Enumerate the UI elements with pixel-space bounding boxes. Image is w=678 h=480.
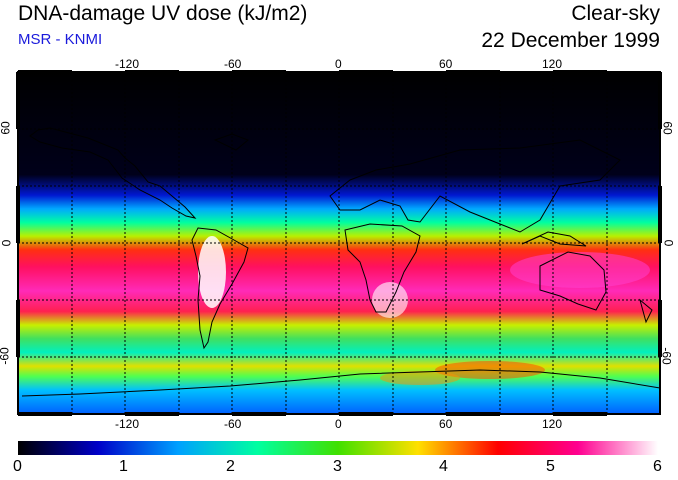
map-frame — [16, 70, 662, 416]
lat-tick-right: 60 — [660, 121, 675, 135]
colorbar-label: 1 — [119, 458, 128, 475]
colorbar-label: 2 — [226, 458, 235, 475]
lon-tick-bottom: 120 — [542, 417, 563, 431]
lon-tick-top: -120 — [115, 57, 140, 71]
coastlines — [21, 127, 660, 397]
lon-tick-top: 0 — [335, 57, 342, 71]
lon-tick-top: -60 — [224, 57, 242, 71]
lon-tick-bottom: 0 — [335, 417, 342, 431]
lon-tick-top: 120 — [542, 57, 563, 71]
colorbar-label: 4 — [439, 458, 448, 475]
lon-tick-bottom: -120 — [115, 417, 140, 431]
sky-condition-label: Clear-sky — [571, 2, 660, 25]
colorbar-label: 5 — [546, 458, 555, 475]
lon-tick-top: 60 — [439, 57, 453, 71]
colorbar-label: 3 — [333, 458, 342, 475]
colorbar-label: 0 — [13, 458, 22, 475]
date-label: 22 December 1999 — [481, 29, 660, 52]
graticule — [18, 72, 660, 414]
source-label: MSR - KNMI — [18, 31, 103, 48]
lon-tick-bottom: 60 — [439, 417, 453, 431]
lon-tick-bottom: -60 — [224, 417, 242, 431]
lat-tick-left: -60 — [0, 347, 12, 365]
lat-tick-left: 0 — [0, 239, 14, 247]
map-title: DNA-damage UV dose (kJ/m2) — [18, 2, 308, 25]
lat-tick-right: 0 — [661, 239, 676, 247]
colorbar-label: 6 — [653, 458, 662, 475]
colorbar — [18, 441, 658, 455]
regional-highs — [198, 236, 650, 385]
lat-tick-right: -60 — [659, 347, 674, 365]
lat-tick-left: 60 — [0, 121, 13, 135]
